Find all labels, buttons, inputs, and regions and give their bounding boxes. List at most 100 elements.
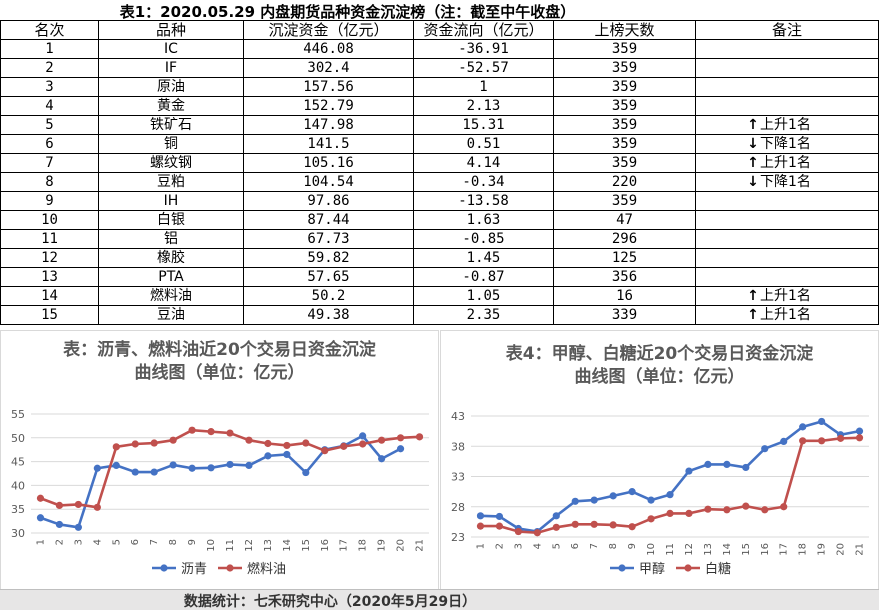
x-tick-label: 18: [358, 539, 369, 552]
data-point: [666, 491, 674, 499]
table-row: 9 IH 97.86 -13.58 359: [0, 191, 879, 211]
cell-rank: 2: [0, 58, 99, 78]
table-row: 10 白银 87.44 1.63 47: [0, 210, 879, 230]
header-rank: 名次: [0, 20, 99, 40]
x-tick-label: 5: [551, 543, 562, 549]
x-tick-label: 5: [111, 539, 122, 545]
cell-days: 359: [553, 191, 696, 211]
data-point: [552, 512, 560, 520]
y-tick-label: 45: [11, 456, 25, 469]
cell-rank: 4: [0, 96, 99, 116]
x-tick-label: 1: [35, 539, 46, 545]
cell-days: 125: [553, 248, 696, 268]
x-tick-label: 6: [130, 539, 141, 545]
data-point: [552, 523, 560, 531]
x-tick-label: 8: [608, 543, 619, 549]
data-point: [628, 488, 636, 496]
cell-name: 橡胶: [98, 248, 244, 268]
x-tick-label: 21: [415, 539, 426, 552]
cell-days: 16: [553, 286, 696, 306]
header-days: 上榜天数: [553, 20, 696, 40]
legend-swatch-icon: [218, 563, 243, 572]
legend-label: 沥青: [181, 562, 208, 577]
data-point: [628, 523, 636, 531]
table-header-row: 名次 品种 沉淀资金（亿元） 资金流向（亿元） 上榜天数 备注: [0, 20, 879, 40]
cell-days: 359: [553, 153, 696, 173]
cell-rank: 3: [0, 77, 99, 97]
data-point: [476, 512, 485, 520]
cell-name: 铝: [98, 229, 244, 249]
data-point: [609, 521, 617, 529]
cell-rank: 1: [0, 39, 99, 59]
data-point: [666, 509, 674, 518]
data-point: [495, 522, 504, 530]
cell-note: ↓下降1名: [695, 134, 879, 154]
data-point: [93, 503, 101, 511]
data-point: [590, 496, 598, 504]
note-text: 上升1名: [760, 117, 811, 133]
y-tick-label: 28: [451, 501, 465, 514]
cell-funds: 104.54: [243, 172, 414, 192]
cell-flow: 1.05: [413, 286, 554, 306]
cell-name: 燃料油: [98, 286, 244, 306]
header-note: 备注: [695, 20, 879, 40]
data-point: [818, 417, 826, 426]
data-point: [188, 464, 196, 472]
cell-days: 359: [553, 39, 696, 59]
y-tick-label: 40: [11, 479, 25, 492]
x-tick-label: 19: [817, 543, 828, 556]
data-point: [415, 433, 424, 441]
data-point: [533, 529, 541, 537]
x-tick-label: 15: [301, 539, 312, 552]
cell-name: 原油: [98, 77, 244, 97]
cell-flow: -0.34: [413, 172, 554, 192]
x-tick-label: 14: [722, 543, 733, 556]
cell-note: [695, 39, 879, 59]
cell-note: ↑上升1名: [695, 115, 879, 135]
data-point: [685, 467, 693, 475]
data-point: [359, 432, 367, 440]
cell-days: 339: [553, 305, 696, 325]
table-row: 4 黄金 152.79 2.13 359: [0, 96, 879, 116]
cell-note: [695, 210, 879, 230]
table-row: 6 铜 141.5 0.51 359 ↓下降1名: [0, 134, 879, 154]
ranking-table: 名次 品种 沉淀资金（亿元） 资金流向（亿元） 上榜天数 备注 1 IC 446.0…: [0, 20, 879, 325]
chart-asphalt-fueloil: 表：沥青、燃料油近20个交易日资金沉淀 曲线图（单位：亿元） 30 35 40 45 5…: [0, 330, 439, 590]
header-funds: 沉淀资金（亿元）: [243, 20, 414, 40]
x-tick-label: 13: [263, 539, 274, 552]
x-tick-label: 7: [149, 539, 160, 545]
cell-rank: 8: [0, 172, 99, 192]
data-point: [302, 468, 310, 477]
arrow-up-icon: ↑: [747, 288, 759, 304]
data-point: [761, 445, 769, 453]
chart-2-legend: 甲醇 白糖: [609, 558, 741, 577]
cell-note: [695, 248, 879, 268]
cell-days: 220: [553, 172, 696, 192]
cell-flow: 2.13: [413, 96, 554, 116]
cell-flow: 1: [413, 77, 554, 97]
x-tick-label: 3: [513, 543, 524, 549]
cell-name: 铜: [98, 134, 244, 154]
y-tick-label: 55: [11, 408, 25, 421]
cell-note: [695, 58, 879, 78]
data-point: [188, 426, 196, 434]
cell-name: 螺纹钢: [98, 153, 244, 173]
table-row: 2 IF 302.4 -52.57 359: [0, 58, 879, 78]
cell-flow: -0.85: [413, 229, 554, 249]
x-tick-label: 17: [339, 539, 350, 552]
cell-funds: 157.56: [243, 77, 414, 97]
data-point: [780, 437, 788, 446]
x-tick-label: 17: [779, 543, 790, 556]
cell-funds: 446.08: [243, 39, 414, 59]
x-tick-label: 6: [570, 543, 581, 549]
y-tick-label: 43: [451, 410, 465, 423]
cell-name: IH: [98, 191, 244, 211]
series-line-0: [40, 434, 402, 529]
data-point: [723, 506, 731, 514]
legend-item: 甲醇: [609, 558, 665, 577]
cell-flow: 1.45: [413, 248, 554, 268]
x-tick-label: 11: [225, 539, 236, 552]
note-text: 上升1名: [760, 288, 811, 304]
table-title-row: 表1：2020.05.29 内盘期货品种资金沉淀榜（注：截至中午收盘）: [0, 0, 879, 21]
